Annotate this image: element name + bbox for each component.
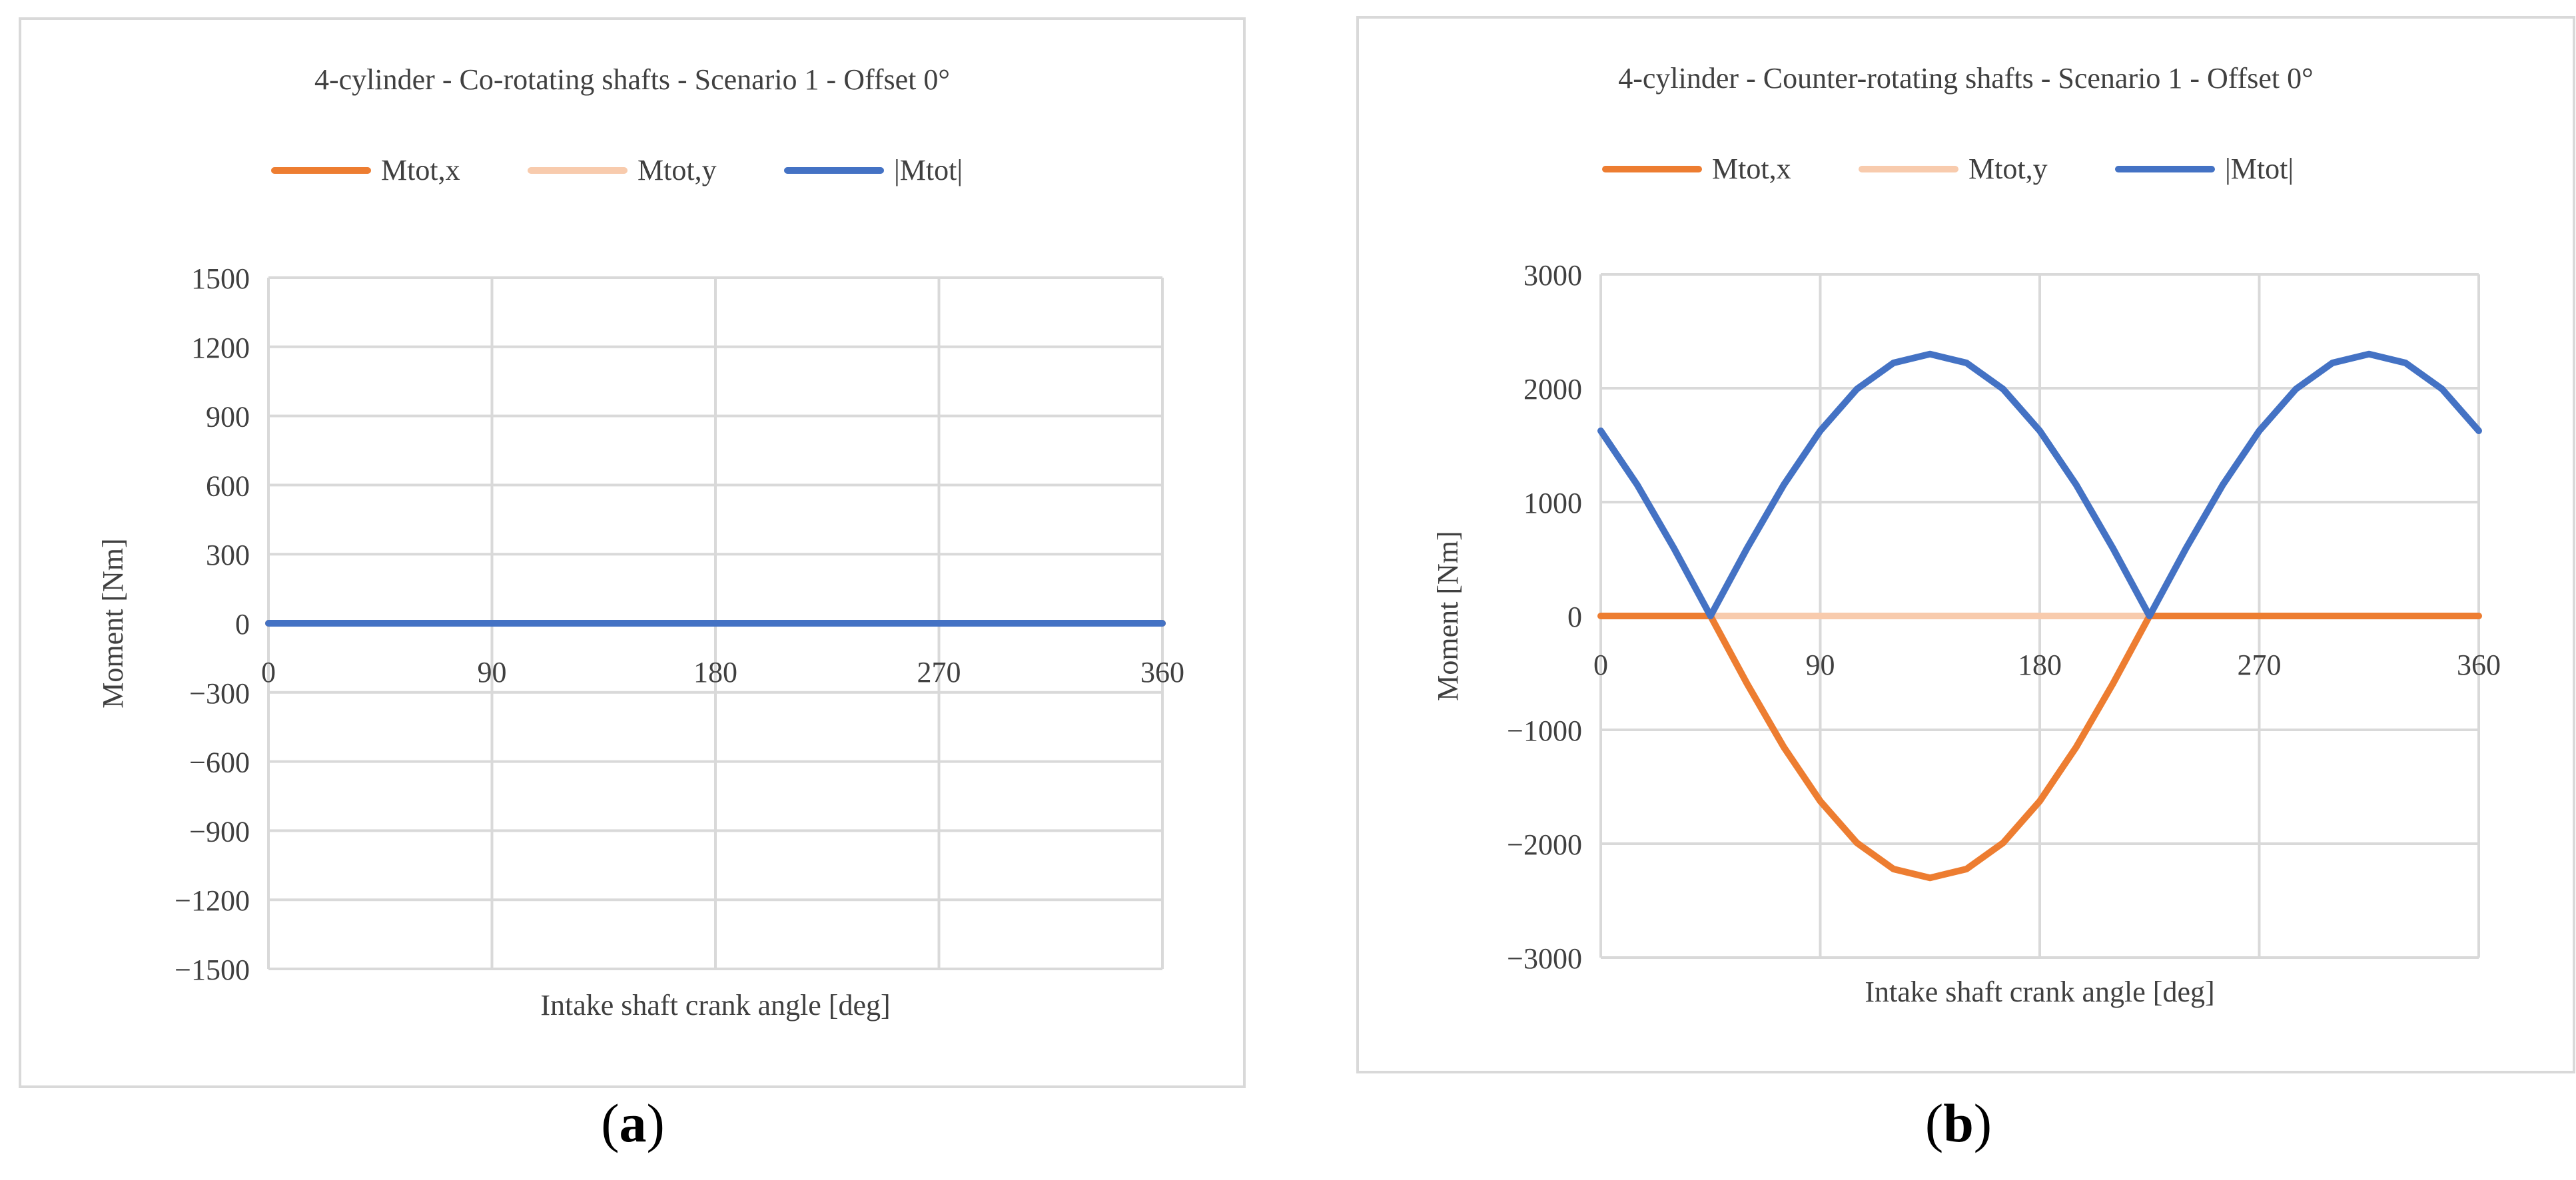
y-tick-label: 1200 bbox=[191, 332, 250, 364]
y-axis-label: Moment [Nm] bbox=[97, 538, 129, 708]
y-tick-label: 900 bbox=[206, 401, 250, 434]
x-tick-label: 90 bbox=[478, 656, 507, 689]
series-line-1 bbox=[1597, 613, 2482, 882]
chart-panel-a: 4-cylinder - Co-rotating shafts - Scenar… bbox=[19, 17, 1246, 1088]
x-tick-label: 180 bbox=[2018, 649, 2062, 681]
x-tick-label: 90 bbox=[1806, 649, 1835, 681]
x-axis-label: Intake shaft crank angle [deg] bbox=[1865, 976, 2214, 1008]
panel-label-a-open: ( bbox=[601, 1093, 620, 1153]
y-tick-label: 3000 bbox=[1523, 259, 1582, 292]
x-tick-label: 360 bbox=[1140, 656, 1184, 689]
chart-b-svg: 4-cylinder - Counter-rotating shafts - S… bbox=[1432, 62, 2501, 1008]
legend-label-3: |Mtot| bbox=[2225, 152, 2294, 185]
panel-label-a: (a) bbox=[533, 1092, 733, 1155]
x-axis-label: Intake shaft crank angle [deg] bbox=[540, 989, 890, 1022]
y-tick-label: −300 bbox=[189, 677, 250, 710]
x-tick-label: 360 bbox=[2457, 649, 2501, 681]
x-tick-label: 270 bbox=[917, 656, 961, 689]
y-tick-label: 600 bbox=[206, 469, 250, 502]
panel-label-b: (b) bbox=[1859, 1092, 2058, 1155]
y-tick-label: −2000 bbox=[1507, 828, 1582, 861]
legend-label-1: Mtot,x bbox=[381, 154, 460, 186]
y-tick-label: −1200 bbox=[175, 884, 250, 917]
legend-label-3: |Mtot| bbox=[894, 154, 963, 186]
y-tick-label: −600 bbox=[189, 746, 250, 779]
x-tick-label: 180 bbox=[693, 656, 737, 689]
y-tick-label: 1500 bbox=[191, 262, 250, 295]
x-tick-label: 270 bbox=[2238, 649, 2282, 681]
y-tick-label: −1500 bbox=[175, 954, 250, 986]
chart-a-svg: 4-cylinder - Co-rotating shafts - Scenar… bbox=[97, 63, 1184, 1022]
chart-title: 4-cylinder - Co-rotating shafts - Scenar… bbox=[314, 63, 950, 96]
y-tick-label: 0 bbox=[235, 608, 250, 641]
y-tick-label: −1000 bbox=[1507, 715, 1582, 747]
y-tick-label: 0 bbox=[1567, 601, 1582, 633]
legend-label-1: Mtot,x bbox=[1712, 152, 1791, 185]
panel-label-a-close: ) bbox=[646, 1093, 665, 1153]
series-line-3 bbox=[1597, 350, 2482, 619]
x-tick-label: 0 bbox=[261, 656, 276, 689]
y-tick-label: 300 bbox=[206, 539, 250, 571]
y-axis-label: Moment [Nm] bbox=[1432, 531, 1464, 701]
chart-panel-b: 4-cylinder - Counter-rotating shafts - S… bbox=[1356, 16, 2575, 1073]
legend-label-2: Mtot,y bbox=[1968, 152, 2048, 185]
x-tick-label: 0 bbox=[1593, 649, 1608, 681]
y-tick-label: 2000 bbox=[1523, 373, 1582, 406]
y-tick-label: −900 bbox=[189, 815, 250, 848]
y-tick-label: 1000 bbox=[1523, 487, 1582, 519]
chart-title: 4-cylinder - Counter-rotating shafts - S… bbox=[1618, 62, 2314, 95]
panel-label-a-letter: a bbox=[619, 1093, 647, 1153]
panel-label-b-close: ) bbox=[1973, 1093, 1992, 1153]
legend-label-2: Mtot,y bbox=[638, 154, 717, 186]
panel-label-b-open: ( bbox=[1925, 1093, 1944, 1153]
y-tick-label: −3000 bbox=[1507, 942, 1582, 975]
panel-label-b-letter: b bbox=[1943, 1093, 1974, 1153]
